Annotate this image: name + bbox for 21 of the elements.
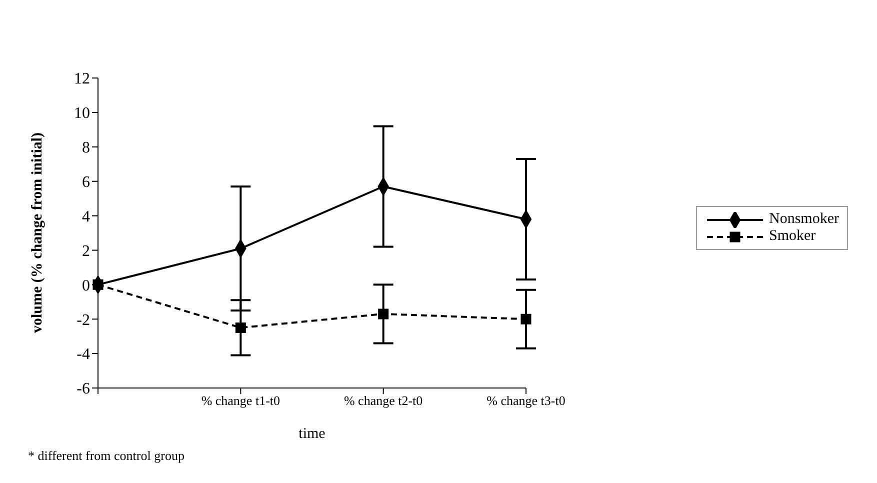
y-tick-label: -4	[76, 346, 90, 364]
point	[520, 314, 532, 324]
point	[235, 322, 246, 333]
y-tick-label: 4	[82, 208, 90, 226]
y-tick-label: 10	[74, 105, 90, 122]
point	[378, 308, 389, 320]
y-tick-label: -6	[76, 380, 90, 398]
x-tick-label: % change t1-t0	[201, 393, 280, 408]
y-tick-label: 0	[82, 277, 90, 294]
legend-label: Nonsmoker	[769, 211, 839, 228]
y-axis-title: volume (% change from initial)	[29, 132, 46, 333]
x-tick-label: % change t3-t0	[486, 393, 566, 408]
legend-label: Smoker	[769, 228, 816, 245]
x-tick-label: % change t2-t0	[344, 393, 423, 408]
x-axis-title: time	[298, 426, 326, 442]
y-tick-label: 8	[82, 140, 90, 157]
y-tick-label: 6	[82, 174, 90, 192]
y-tick-label: -2	[76, 312, 90, 329]
y-tick-label: 12	[74, 70, 90, 88]
text: * different from control group	[28, 448, 184, 464]
y-tick-label: 2	[82, 242, 90, 260]
